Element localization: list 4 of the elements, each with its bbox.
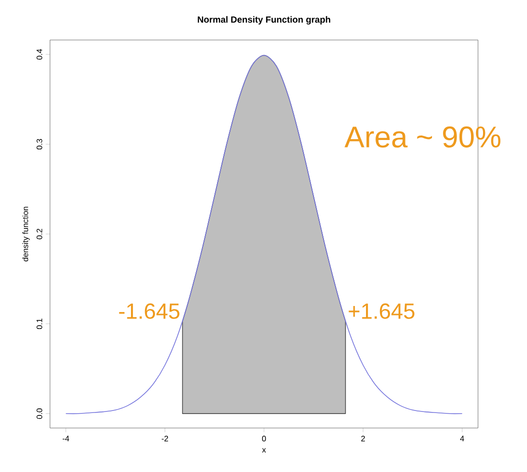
annotation: +1.645 bbox=[348, 303, 414, 319]
annotation: Area ~ 90% bbox=[344, 126, 500, 148]
annotation: -1.645 bbox=[119, 303, 180, 319]
chart-title: Normal Density Function graph bbox=[198, 16, 330, 25]
